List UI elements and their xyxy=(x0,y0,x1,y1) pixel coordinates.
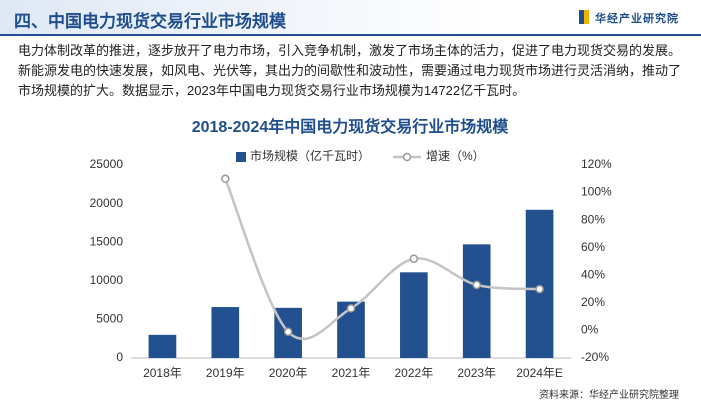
y2-tick-label: 0% xyxy=(581,323,599,337)
growth-marker xyxy=(472,280,481,290)
y2-tick-label: 120% xyxy=(581,157,612,171)
legend-label: 市场规模（亿千瓦时） xyxy=(250,148,370,163)
y-tick-label: 25000 xyxy=(90,157,124,171)
logo-icon xyxy=(579,10,589,24)
y-tick-label: 10000 xyxy=(90,273,124,287)
growth-marker xyxy=(346,304,356,313)
x-tick-label: 2020年 xyxy=(269,366,308,380)
x-tick-label: 2021年 xyxy=(332,366,371,380)
y2-tick-label: 60% xyxy=(581,240,605,254)
source: 资料来源：华经产业研究院整理 xyxy=(539,390,679,401)
y-tick-label: 0 xyxy=(116,350,123,364)
y-tick-label: 5000 xyxy=(96,312,123,326)
x-tick-label: 2022年 xyxy=(395,366,434,380)
header: 四、中国电力现货交易行业市场规模 华经产业研究院 xyxy=(0,0,701,36)
x-tick-label: 2023年 xyxy=(457,366,496,380)
y-tick-label: 20000 xyxy=(90,196,124,210)
y2-tick-label: 20% xyxy=(581,295,605,309)
growth-marker xyxy=(283,327,293,337)
x-tick-label: 2019年 xyxy=(206,366,245,380)
y2-tick-label: 40% xyxy=(581,267,605,281)
growth-marker xyxy=(535,284,544,294)
bar xyxy=(211,307,240,358)
y-tick-label: 15000 xyxy=(90,234,124,248)
x-tick-label: 2018年 xyxy=(143,366,182,380)
chart-title: 2018-2024年中国电力现货交易行业市场规模 xyxy=(192,117,510,136)
bar xyxy=(148,334,177,358)
header-title: 四、中国电力现货交易行业市场规模 xyxy=(14,12,286,31)
growth-line xyxy=(224,178,540,341)
legend-marker xyxy=(402,152,412,162)
x-tick-label: 2024年E xyxy=(516,366,563,380)
growth-marker xyxy=(409,254,419,263)
y2-tick-label: -20% xyxy=(581,350,609,364)
logo: 华经产业研究院 xyxy=(595,13,679,25)
legend-label: 增速（%） xyxy=(426,149,485,163)
paragraph: 电力体制改革的推进，逐步放开了电力市场，引入竞争机制，激发了市场主体的活力，促进… xyxy=(18,43,682,98)
bar xyxy=(525,209,554,358)
y2-tick-label: 80% xyxy=(581,212,605,226)
y2-tick-label: 100% xyxy=(581,185,612,199)
legend-swatch xyxy=(236,152,246,162)
growth-marker xyxy=(221,174,230,184)
bar xyxy=(462,244,491,358)
bar xyxy=(400,272,428,358)
